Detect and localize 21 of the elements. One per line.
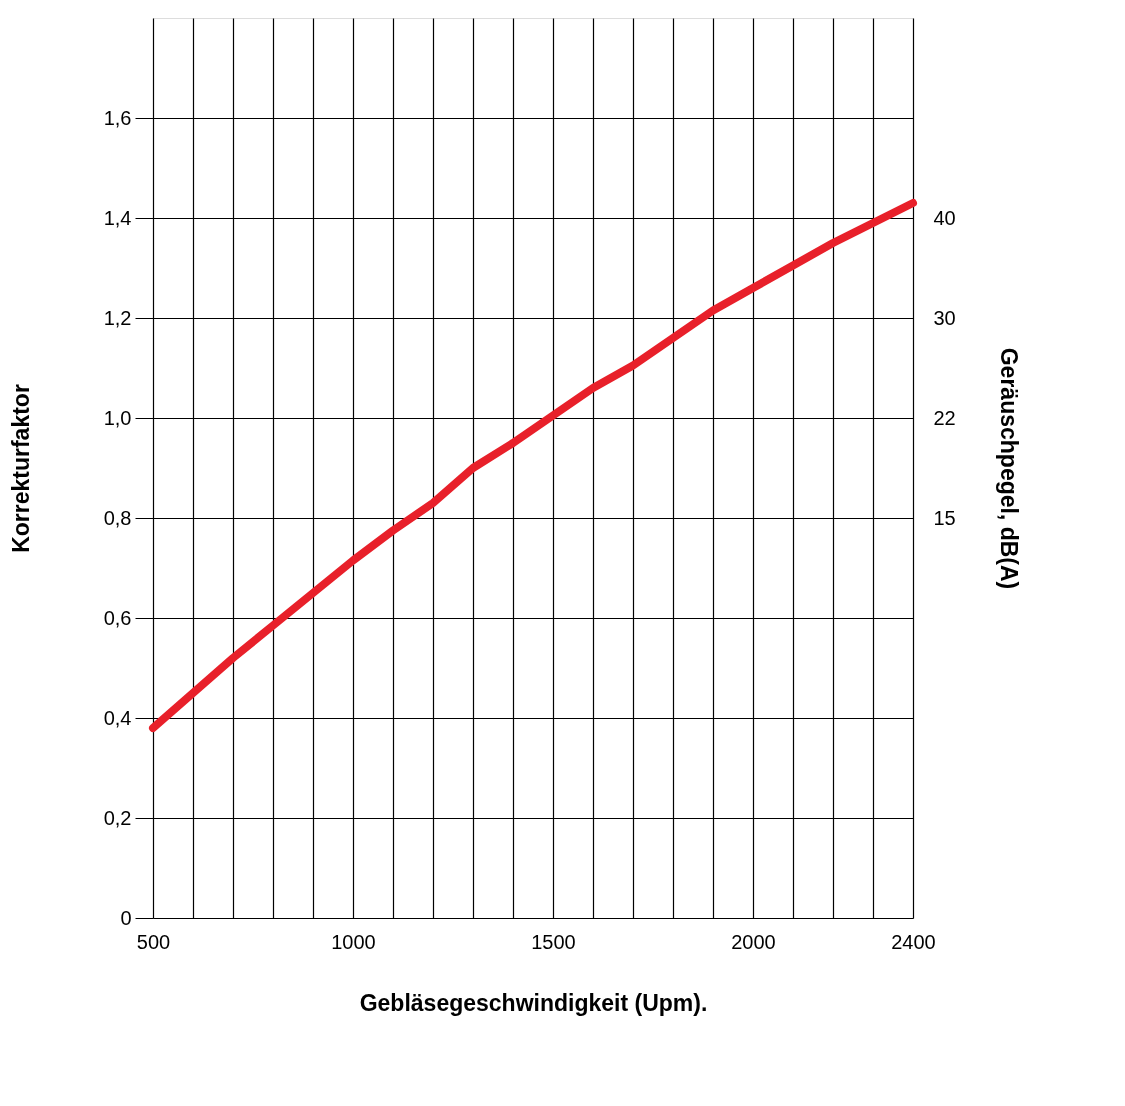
x-tick-label: 1000 <box>331 930 376 953</box>
y-tick-label: 1,0 <box>103 406 132 429</box>
y-tick-label: 0,2 <box>103 806 132 829</box>
y-tick-label: 1,6 <box>103 106 132 129</box>
category-label: 22 <box>933 406 956 429</box>
y-tick-label: 0,8 <box>103 506 132 529</box>
y-tick-label: 0,4 <box>103 706 132 729</box>
y-tick-label: 0 <box>120 906 132 929</box>
x-axis-title: Gebläsegeschwindigkeit (Upm). <box>359 989 708 1016</box>
x-tick-label: 2000 <box>731 930 776 953</box>
x-tick-label: 500 <box>136 930 171 953</box>
category-label: 30 <box>933 306 956 329</box>
y-axis-title: Korrekturfaktor <box>7 384 34 553</box>
x-tick-label: 1500 <box>531 930 576 953</box>
y-tick-label: 1,4 <box>103 206 132 229</box>
category-label: 40 <box>933 206 956 229</box>
category-label: 15 <box>933 506 956 529</box>
y-tick-label: 0,6 <box>103 606 132 629</box>
y2-axis-title: Geräuschpegel, dB(A) <box>995 347 1022 590</box>
x-tick-label: 2400 <box>891 930 936 953</box>
y-tick-label: 1,2 <box>103 306 132 329</box>
